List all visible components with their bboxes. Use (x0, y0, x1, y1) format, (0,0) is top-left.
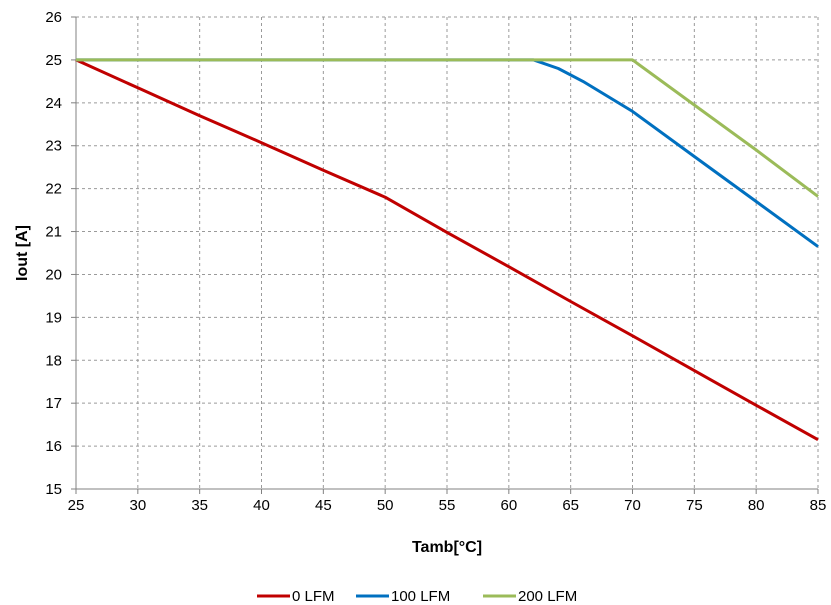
y-tick-label: 20 (45, 266, 62, 283)
y-tick-label: 21 (45, 224, 62, 241)
y-tick-labels: 15 16 17 18 19 20 21 22 23 24 25 26 (45, 9, 62, 498)
x-tick-label: 70 (624, 497, 641, 514)
legend-label: 0 LFM (292, 588, 335, 605)
y-tick-label: 15 (45, 481, 62, 498)
x-tick-label: 75 (686, 497, 703, 514)
x-tick-label: 40 (253, 497, 270, 514)
x-tick-labels: 25 30 35 40 45 50 55 60 65 70 75 80 85 (68, 497, 827, 514)
y-tick-label: 17 (45, 395, 62, 412)
legend-label: 200 LFM (518, 588, 577, 605)
x-tick-label: 85 (810, 497, 827, 514)
y-tick-label: 23 (45, 138, 62, 155)
y-tick-label: 16 (45, 438, 62, 455)
x-tick-label: 30 (129, 497, 146, 514)
legend: 0 LFM 100 LFM 200 LFM (257, 588, 577, 605)
y-tick-label: 18 (45, 352, 62, 369)
series-lines (75, 58, 819, 442)
legend-label: 100 LFM (391, 588, 450, 605)
x-tick-label: 55 (439, 497, 456, 514)
x-axis-title: Tamb[°C] (412, 539, 482, 556)
x-tick-label: 25 (68, 497, 85, 514)
y-tick-label: 26 (45, 9, 62, 26)
x-tick-label: 50 (377, 497, 394, 514)
x-tick-label: 45 (315, 497, 332, 514)
axes (71, 16, 819, 494)
x-tick-label: 65 (562, 497, 579, 514)
y-tick-label: 22 (45, 181, 62, 198)
x-tick-label: 35 (191, 497, 208, 514)
y-axis-title: Iout [A] (14, 225, 31, 281)
y-tick-label: 25 (45, 52, 62, 69)
grid (76, 16, 819, 489)
y-tick-label: 19 (45, 309, 62, 326)
x-tick-label: 60 (500, 497, 517, 514)
series-line-0-lfm (75, 58, 819, 442)
series-line-200-lfm (76, 58, 819, 198)
y-tick-label: 24 (45, 95, 62, 112)
x-tick-label: 80 (748, 497, 765, 514)
